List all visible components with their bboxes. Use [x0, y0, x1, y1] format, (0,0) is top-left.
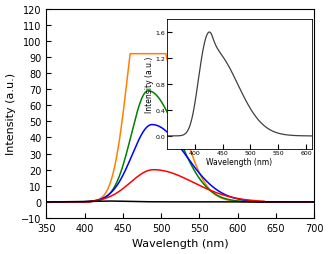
Y-axis label: Intensity (a.u.): Intensity (a.u.): [6, 73, 15, 155]
X-axis label: Wavelength (nm): Wavelength (nm): [132, 239, 229, 248]
